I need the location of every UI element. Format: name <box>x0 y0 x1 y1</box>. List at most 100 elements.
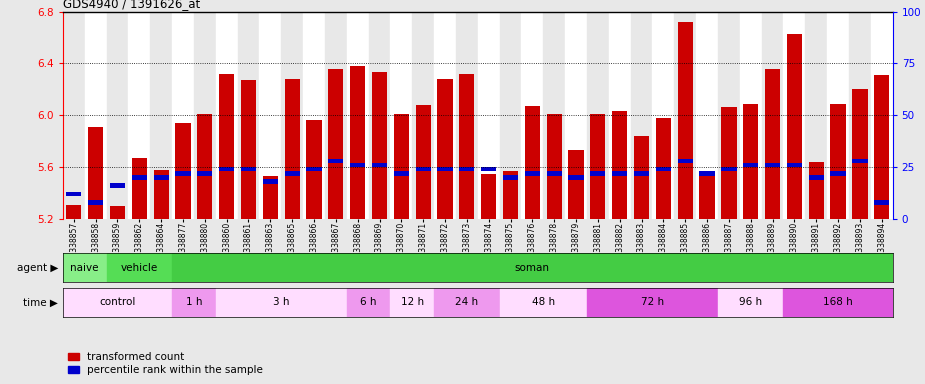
Bar <box>874 200 889 205</box>
Bar <box>612 111 627 219</box>
Bar <box>131 158 147 219</box>
Bar <box>697 12 718 219</box>
Text: 96 h: 96 h <box>739 297 762 308</box>
Bar <box>328 68 343 219</box>
Bar <box>743 163 758 167</box>
Bar <box>176 171 191 175</box>
Bar <box>808 162 824 219</box>
Bar <box>831 104 845 219</box>
Bar <box>740 12 761 219</box>
Bar <box>67 192 81 196</box>
Bar <box>656 167 671 171</box>
Bar <box>172 12 194 219</box>
Text: vehicle: vehicle <box>120 263 158 273</box>
Bar <box>110 206 125 219</box>
Bar <box>590 114 606 219</box>
Bar <box>783 288 893 317</box>
Bar <box>63 12 85 219</box>
Bar <box>783 12 806 219</box>
Bar <box>568 175 584 180</box>
Text: 48 h: 48 h <box>532 297 555 308</box>
Bar <box>219 74 234 219</box>
Bar <box>372 163 388 167</box>
Bar <box>63 253 106 282</box>
Bar <box>787 163 802 167</box>
Text: 72 h: 72 h <box>641 297 664 308</box>
Bar <box>197 114 213 219</box>
Bar <box>129 12 150 219</box>
Bar <box>743 104 758 219</box>
Bar <box>303 12 325 219</box>
Bar <box>761 12 783 219</box>
Text: 6 h: 6 h <box>361 297 376 308</box>
Bar <box>219 167 234 171</box>
Bar <box>565 12 587 219</box>
Bar <box>350 66 365 219</box>
Bar <box>438 167 452 171</box>
Bar <box>285 79 300 219</box>
Bar <box>677 22 693 219</box>
Bar <box>172 288 216 317</box>
Bar <box>765 163 780 167</box>
Text: time ▶: time ▶ <box>23 297 58 308</box>
Bar <box>524 106 540 219</box>
Bar <box>216 12 238 219</box>
Bar <box>197 171 213 175</box>
Bar <box>325 12 347 219</box>
Bar <box>259 12 281 219</box>
Bar <box>699 171 715 175</box>
Bar <box>459 74 475 219</box>
Bar <box>347 288 390 317</box>
Text: agent ▶: agent ▶ <box>17 263 58 273</box>
Bar <box>131 175 147 180</box>
Bar <box>67 205 81 219</box>
Bar <box>634 136 649 219</box>
Bar <box>285 171 300 175</box>
Bar <box>176 123 191 219</box>
Bar <box>240 167 256 171</box>
Text: 12 h: 12 h <box>401 297 424 308</box>
Text: 1 h: 1 h <box>186 297 203 308</box>
Bar <box>390 12 413 219</box>
Bar <box>88 127 104 219</box>
Bar <box>503 175 518 180</box>
Bar <box>500 288 587 317</box>
Bar <box>63 288 172 317</box>
Bar <box>394 114 409 219</box>
Bar <box>390 288 434 317</box>
Bar <box>281 12 303 219</box>
Bar <box>500 12 522 219</box>
Bar <box>478 12 500 219</box>
Bar <box>110 184 125 188</box>
Bar <box>240 80 256 219</box>
Bar <box>481 174 497 219</box>
Bar <box>699 172 715 219</box>
Bar <box>372 73 388 219</box>
Bar <box>438 79 452 219</box>
Bar <box>718 12 740 219</box>
Bar <box>456 12 478 219</box>
Bar <box>852 159 868 163</box>
Bar <box>827 12 849 219</box>
Bar <box>765 68 780 219</box>
Text: soman: soman <box>515 263 549 273</box>
Bar <box>434 12 456 219</box>
Bar <box>172 253 893 282</box>
Bar <box>587 288 718 317</box>
Bar <box>154 170 168 219</box>
Bar <box>306 121 322 219</box>
Bar <box>609 12 631 219</box>
Bar <box>568 150 584 219</box>
Bar <box>524 171 540 175</box>
Bar <box>503 171 518 219</box>
Bar <box>631 12 652 219</box>
Bar <box>674 12 697 219</box>
Bar <box>368 12 390 219</box>
Bar <box>106 12 129 219</box>
Bar <box>656 118 671 219</box>
Bar <box>652 12 674 219</box>
Bar <box>238 12 259 219</box>
Bar <box>415 105 431 219</box>
Bar <box>849 12 870 219</box>
Bar <box>328 159 343 163</box>
